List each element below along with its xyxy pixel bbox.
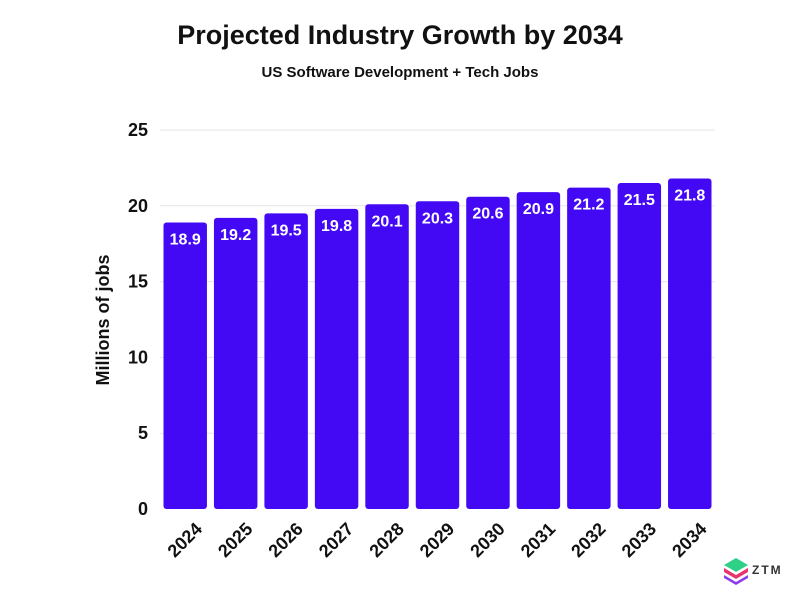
x-tick-label: 2028 — [365, 519, 407, 561]
x-tick-label: 2030 — [466, 519, 508, 561]
y-tick-label: 5 — [138, 423, 148, 443]
x-tick-label: 2025 — [214, 519, 256, 561]
y-tick-label: 25 — [128, 120, 148, 140]
bar — [668, 178, 712, 509]
bar — [466, 196, 510, 510]
bar — [314, 208, 359, 509]
ztm-logo-icon — [724, 558, 748, 585]
bar-value-label: 19.2 — [220, 227, 251, 244]
bar-value-label: 21.5 — [624, 192, 655, 209]
bar-value-label: 20.9 — [523, 201, 554, 218]
chart-subtitle: US Software Development + Tech Jobs — [261, 64, 539, 81]
bar — [415, 201, 460, 509]
bar — [264, 213, 308, 509]
x-tick-label: 2024 — [164, 519, 206, 561]
bar — [617, 183, 662, 509]
y-tick-label: 20 — [128, 196, 148, 216]
bar — [516, 192, 561, 509]
ztm-logo-text: ZTM — [752, 563, 783, 577]
x-tick-label: 2026 — [265, 519, 307, 561]
bar-value-label: 20.1 — [371, 213, 402, 230]
x-tick-label: 2031 — [517, 519, 559, 561]
bar-value-label: 20.3 — [422, 210, 453, 227]
bar — [365, 204, 409, 509]
y-tick-label: 0 — [138, 499, 148, 519]
x-tick-label: 2033 — [618, 519, 660, 561]
bar-value-label: 21.8 — [674, 188, 705, 205]
bar-value-label: 19.8 — [321, 218, 352, 235]
bar-value-label: 21.2 — [573, 197, 604, 214]
x-tick-label: 2029 — [416, 519, 458, 561]
x-tick-label: 2032 — [567, 519, 609, 561]
y-axis-label: Millions of jobs — [93, 255, 113, 386]
y-tick-label: 15 — [128, 272, 148, 292]
bar — [567, 187, 611, 509]
bar — [213, 217, 258, 510]
chart-title: Projected Industry Growth by 2034 — [177, 20, 623, 50]
bar-value-label: 18.9 — [170, 231, 201, 248]
x-tick-label: 2027 — [315, 519, 357, 561]
bar-value-label: 20.6 — [472, 206, 503, 223]
bar — [163, 222, 207, 509]
y-tick-label: 10 — [128, 347, 148, 367]
ztm-logo: ZTM — [722, 556, 794, 586]
bar-value-label: 19.5 — [271, 222, 302, 239]
x-tick-label: 2034 — [668, 519, 710, 561]
